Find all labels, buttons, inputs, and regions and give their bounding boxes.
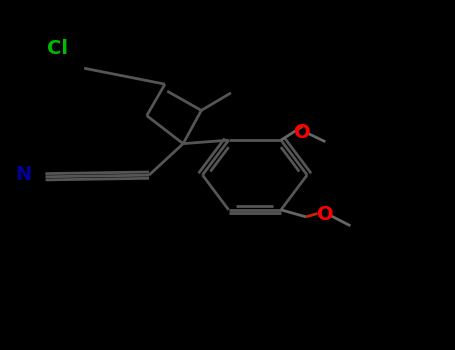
- Text: O: O: [317, 205, 334, 224]
- Text: Cl: Cl: [47, 39, 68, 58]
- Text: O: O: [294, 123, 311, 142]
- Text: N: N: [15, 165, 32, 184]
